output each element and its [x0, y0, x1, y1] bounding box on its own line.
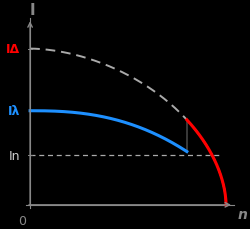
Text: In: In: [9, 149, 20, 162]
Text: 0: 0: [18, 214, 26, 227]
Text: I: I: [29, 3, 35, 18]
Text: Iλ: Iλ: [8, 105, 20, 118]
Text: n: n: [238, 207, 248, 221]
Text: IΔ: IΔ: [6, 43, 20, 56]
